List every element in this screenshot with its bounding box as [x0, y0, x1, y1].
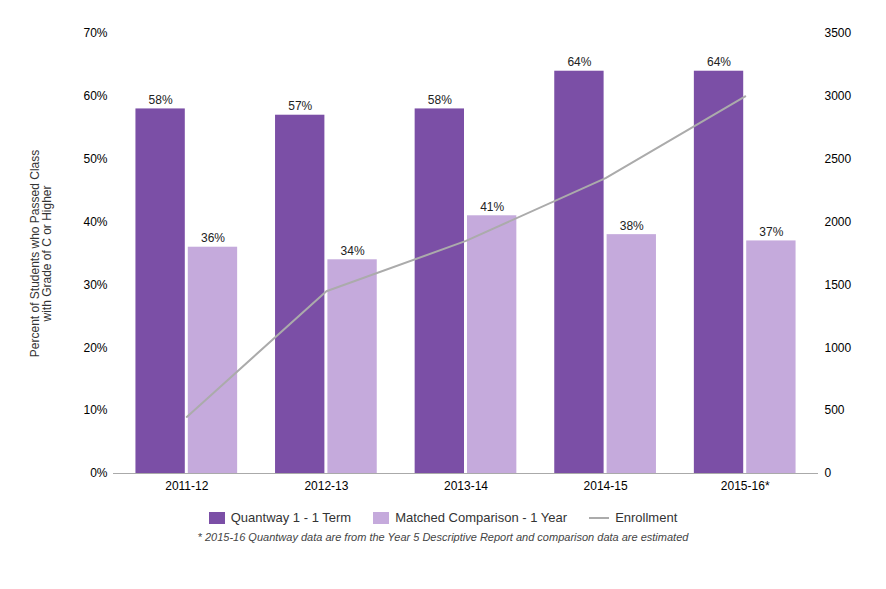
svg-text:2500: 2500: [825, 152, 852, 166]
svg-text:2000: 2000: [825, 215, 852, 229]
svg-text:1500: 1500: [825, 278, 852, 292]
svg-text:500: 500: [825, 403, 845, 417]
svg-text:58%: 58%: [149, 93, 173, 107]
svg-text:36%: 36%: [201, 231, 225, 245]
svg-text:2013-14: 2013-14: [444, 479, 488, 493]
svg-text:50%: 50%: [83, 152, 107, 166]
svg-text:0%: 0%: [90, 466, 108, 480]
svg-text:Percent of Students who Passed: Percent of Students who Passed Classwith…: [28, 150, 54, 357]
svg-text:2015-16*: 2015-16*: [721, 479, 770, 493]
svg-text:30%: 30%: [83, 278, 107, 292]
html-text:Matched Comparison - 1 Year: Matched Comparison - 1 Year: [395, 510, 568, 525]
svg-text:2012-13: 2012-13: [304, 479, 348, 493]
svg-text:10%: 10%: [83, 403, 107, 417]
html-text:Enrollment: Enrollment: [615, 510, 678, 525]
svg-text:57%: 57%: [288, 99, 312, 113]
html-text:Quantway 1 - 1 Term: Quantway 1 - 1 Term: [230, 510, 352, 525]
svg-text:40%: 40%: [83, 215, 107, 229]
svg-text:20%: 20%: [83, 341, 107, 355]
svg-text:2011-12: 2011-12: [165, 479, 208, 493]
svg-text:3000: 3000: [825, 89, 852, 103]
svg-text:58%: 58%: [428, 93, 452, 107]
svg-text:2014-15: 2014-15: [584, 479, 628, 493]
svg-text:34%: 34%: [341, 244, 365, 258]
svg-text:0: 0: [825, 466, 832, 480]
svg-text:60%: 60%: [83, 89, 107, 103]
svg-text:38%: 38%: [620, 219, 644, 233]
svg-text:41%: 41%: [480, 200, 504, 214]
svg-text:37%: 37%: [759, 225, 783, 239]
html-text:* 2015-16 Quantway data are fr: * 2015-16 Quantway data are from the Yea…: [197, 531, 689, 543]
svg-text:64%: 64%: [707, 55, 731, 69]
svg-text:3500: 3500: [825, 26, 852, 40]
svg-text:1000: 1000: [825, 341, 852, 355]
svg-text:64%: 64%: [567, 55, 591, 69]
svg-text:70%: 70%: [83, 26, 107, 40]
